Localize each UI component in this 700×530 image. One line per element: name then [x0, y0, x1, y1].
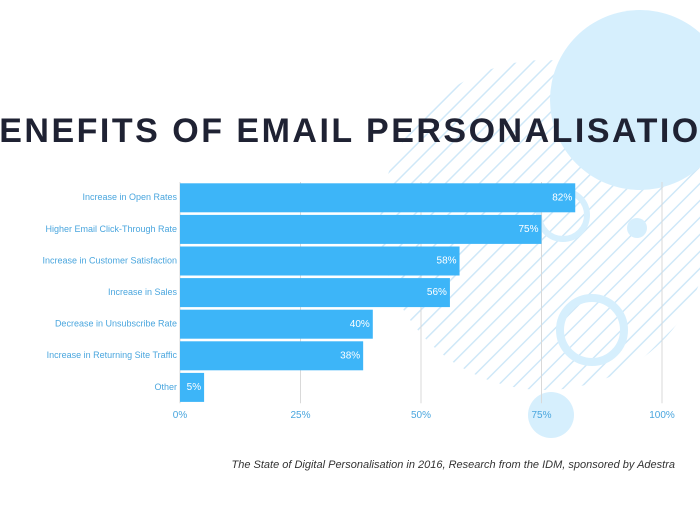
bar	[180, 278, 450, 308]
y-tick-label: Increase in Open Rates	[82, 192, 177, 202]
circle	[550, 10, 700, 190]
x-tick-label: 25%	[290, 410, 310, 421]
value-label: 38%	[340, 350, 360, 361]
x-tick-label: 50%	[411, 410, 431, 421]
y-tick-label: Increase in Sales	[108, 287, 178, 297]
chart-title: BENEFITS OF EMAIL PERSONALISATION	[0, 112, 700, 150]
bar	[180, 309, 373, 339]
bar	[180, 372, 205, 402]
y-tick-label: Higher Email Click-Through Rate	[45, 224, 177, 234]
y-tick-label: Increase in Returning Site Traffic	[47, 350, 178, 360]
circle	[627, 218, 647, 238]
value-label: 82%	[552, 192, 572, 203]
bar	[180, 183, 576, 213]
bar	[180, 214, 542, 244]
value-label: 56%	[427, 287, 447, 298]
y-tick-label: Increase in Customer Satisfaction	[42, 255, 177, 265]
ring	[556, 294, 628, 366]
value-label: 58%	[437, 256, 457, 267]
x-tick-label: 75%	[531, 410, 551, 421]
x-tick-label: 100%	[649, 410, 675, 421]
value-label: 40%	[350, 319, 370, 330]
value-label: 75%	[518, 224, 538, 235]
source-note: The State of Digital Personalisation in …	[232, 459, 676, 471]
value-label: 5%	[187, 382, 202, 393]
circle	[528, 392, 574, 438]
y-tick-label: Other	[154, 382, 177, 392]
y-tick-label: Decrease in Unsubscribe Rate	[55, 319, 177, 329]
bar	[180, 246, 460, 276]
bar	[180, 341, 364, 371]
x-tick-label: 0%	[173, 410, 188, 421]
